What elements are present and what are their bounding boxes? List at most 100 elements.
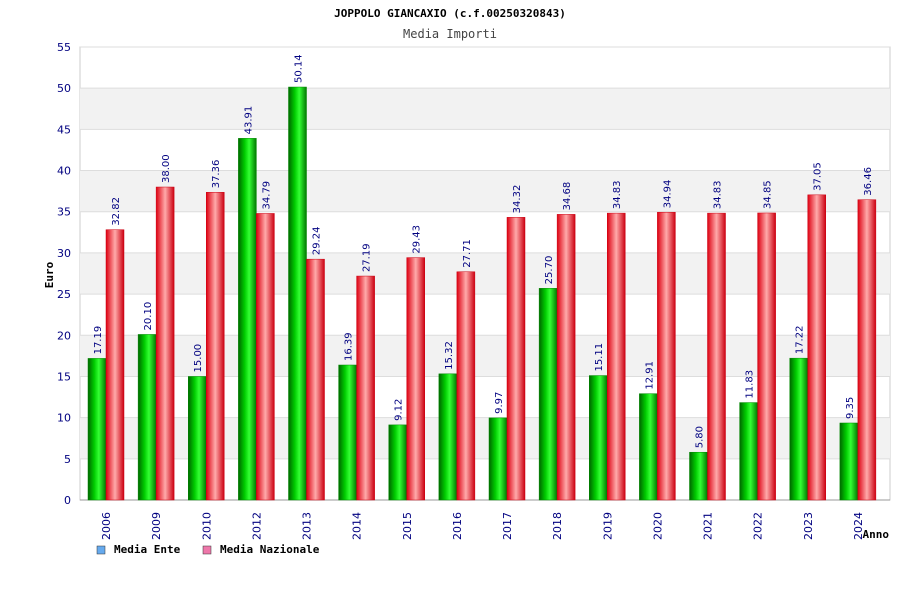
data-label: 34.68: [562, 182, 573, 211]
legend: Media Ente Media Nazionale: [96, 543, 320, 556]
bar-media-ente-2024: [839, 422, 859, 501]
bar-media-nazionale-2012: [256, 213, 275, 501]
data-label: 15.32: [444, 341, 455, 370]
data-label: 34.83: [612, 180, 623, 209]
data-label: 50.14: [294, 54, 305, 83]
bar-media-ente-2020: [639, 393, 658, 501]
x-tick-label: 2012: [250, 512, 263, 540]
data-label: 43.91: [243, 106, 254, 135]
y-tick-label: 15: [57, 370, 71, 383]
x-axis-label: Anno: [863, 528, 890, 541]
data-label: 5.80: [695, 426, 706, 448]
data-label: 11.83: [745, 370, 756, 399]
data-label: 27.71: [462, 239, 473, 268]
y-tick-label: 5: [64, 453, 71, 466]
y-tick-label: 35: [57, 206, 71, 219]
y-tick-label: 10: [57, 412, 71, 425]
data-label: 36.46: [863, 167, 874, 196]
bar-media-ente-2013: [288, 86, 307, 501]
data-label: 34.94: [662, 180, 673, 209]
data-label: 17.19: [93, 326, 104, 355]
y-tick-label: 30: [57, 247, 71, 260]
y-tick-label: 40: [57, 165, 71, 178]
bar-media-ente-2015: [388, 424, 407, 501]
bars: [87, 86, 877, 501]
y-tick-label: 45: [57, 123, 71, 136]
x-tick-label: 2018: [551, 512, 564, 540]
data-label: 34.32: [512, 185, 523, 214]
x-tick-label: 2017: [501, 512, 514, 540]
bar-media-nazionale-2014: [356, 275, 375, 501]
bar-media-ente-2021: [689, 451, 708, 501]
data-label: 16.39: [344, 332, 355, 361]
x-tick-label: 2006: [100, 512, 113, 540]
bar-media-nazionale-2009: [155, 186, 175, 501]
bar-media-nazionale-2013: [306, 258, 325, 501]
bar-media-ente-2014: [338, 364, 357, 501]
bar-media-nazionale-2006: [105, 229, 125, 501]
x-tick-label: 2020: [651, 512, 664, 540]
legend-label-media-nazionale: Media Nazionale: [220, 543, 320, 556]
y-tick-label: 20: [57, 329, 71, 342]
data-label: 9.97: [494, 392, 505, 414]
chart-subtitle: Media Importi: [403, 27, 497, 41]
y-axis-ticks: 0 5 10 15 20 25 30 35 40 45 50 55: [57, 41, 71, 507]
data-label: 37.36: [211, 160, 222, 189]
data-label: 17.22: [795, 326, 806, 355]
data-label: 27.19: [362, 243, 373, 272]
chart-title: JOPPOLO GIANCAXIO (c.f.00250320843): [334, 7, 566, 20]
bar-media-nazionale-2020: [657, 211, 676, 501]
bar-media-ente-2023: [789, 357, 808, 501]
bar-media-nazionale-2017: [506, 217, 526, 501]
data-labels: 17.19 32.82 20.10 38.00 15.00 37.36 43.91 34.79…: [93, 54, 874, 448]
bar-media-ente-2018: [538, 288, 558, 501]
bar-media-nazionale-2019: [607, 212, 626, 501]
legend-swatch-media-nazionale: [202, 545, 212, 555]
data-label: 25.70: [544, 256, 555, 285]
x-axis-ticks: 2006 2009 2010 2012 2013 2014 2015 2016 2017 2018…: [100, 512, 865, 540]
x-tick-label: 2021: [702, 512, 715, 540]
legend-label-media-ente: Media Ente: [114, 543, 181, 556]
y-tick-label: 0: [64, 494, 71, 507]
legend-swatch-media-ente: [96, 545, 106, 555]
y-tick-label: 25: [57, 288, 71, 301]
x-tick-label: 2015: [401, 512, 414, 540]
y-tick-label: 50: [57, 82, 71, 95]
x-tick-label: 2014: [351, 512, 364, 540]
bar-media-ente-2010: [188, 376, 207, 501]
bar-media-nazionale-2024: [857, 199, 877, 501]
data-label: 29.24: [312, 227, 323, 256]
data-label: 34.83: [713, 180, 724, 209]
bar-media-ente-2019: [589, 375, 608, 501]
data-label: 37.05: [813, 162, 824, 191]
bar-media-nazionale-2022: [757, 212, 776, 501]
data-label: 9.35: [845, 397, 856, 419]
bar-media-ente-2006: [87, 358, 107, 501]
bar-media-ente-2012: [238, 138, 257, 501]
data-label: 20.10: [143, 302, 154, 331]
x-tick-label: 2019: [601, 512, 614, 540]
bar-media-ente-2017: [488, 417, 508, 501]
data-label: 9.12: [394, 399, 405, 421]
x-tick-label: 2009: [150, 512, 163, 540]
bar-media-nazionale-2016: [456, 271, 476, 501]
x-tick-label: 2010: [200, 512, 213, 540]
data-label: 38.00: [161, 154, 172, 183]
data-label: 34.85: [763, 180, 774, 209]
data-label: 12.91: [644, 361, 655, 390]
x-tick-label: 2022: [752, 512, 765, 540]
bar-media-nazionale-2010: [206, 192, 225, 501]
data-label: 29.43: [412, 225, 423, 254]
x-tick-label: 2023: [802, 512, 815, 540]
y-axis-label: Euro: [43, 261, 56, 288]
bar-media-nazionale-2018: [556, 214, 576, 501]
bar-media-nazionale-2023: [807, 194, 826, 501]
grid-band: [80, 88, 890, 130]
data-label: 15.00: [193, 344, 204, 373]
bar-media-ente-2022: [739, 402, 758, 501]
data-label: 15.11: [594, 343, 605, 372]
bar-media-nazionale-2021: [707, 212, 726, 501]
data-label: 34.79: [261, 181, 272, 210]
data-label: 32.82: [111, 197, 122, 226]
